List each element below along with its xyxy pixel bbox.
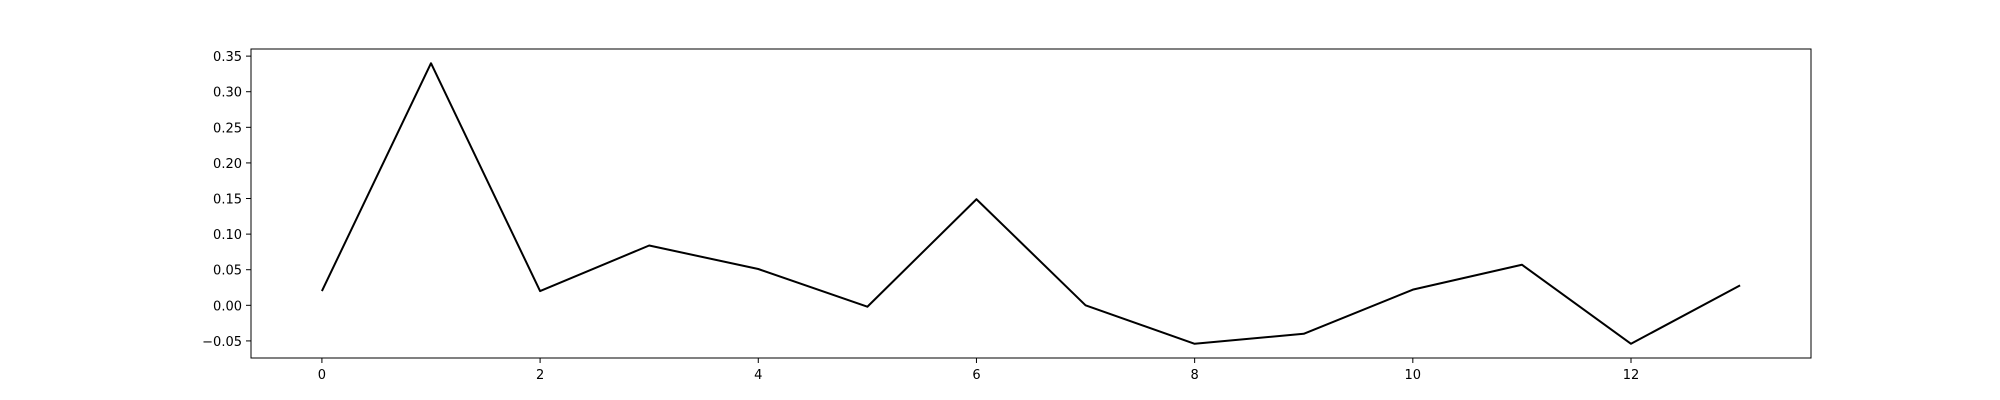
x-tick-label: 12 [1623, 368, 1640, 383]
y-tick-label: 0.05 [213, 264, 242, 279]
y-tick-label: 0.20 [213, 157, 242, 172]
x-tick-label: 4 [754, 368, 762, 383]
x-tick-label: 0 [318, 368, 326, 383]
series-line [321, 62, 1741, 345]
x-tick-label: 8 [1190, 368, 1198, 383]
x-tick-label: 10 [1405, 368, 1422, 383]
y-tick-label: −0.05 [202, 335, 242, 350]
y-tick-label: 0.30 [213, 86, 242, 101]
y-tick-label: 0.15 [213, 193, 242, 208]
y-tick-label: 0.10 [213, 228, 242, 243]
y-tick-label: 0.00 [213, 299, 242, 314]
x-axis: 0 2 4 6 8 10 12 [318, 358, 1640, 383]
plot-area [321, 62, 1741, 345]
x-tick-label: 6 [972, 368, 980, 383]
y-tick-label: 0.35 [213, 50, 242, 65]
x-tick-label: 2 [536, 368, 544, 383]
y-tick-label: 0.25 [213, 121, 242, 136]
plot-frame [250, 48, 1812, 359]
y-axis: −0.05 0.00 0.05 0.10 0.15 0.20 0.25 0.30 0.35 [202, 50, 251, 350]
